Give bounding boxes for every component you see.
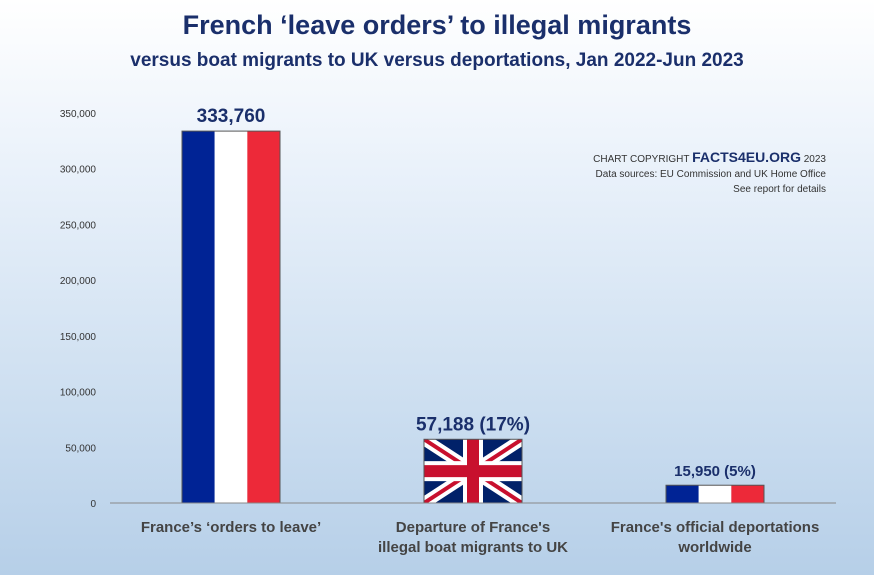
data-label-2: 57,188 (17%) xyxy=(416,414,530,435)
category-label-3: France's official deportations xyxy=(611,519,820,536)
data-label-1: 333,760 xyxy=(197,106,266,127)
bar-2 xyxy=(423,438,523,504)
y-tick-label: 50,000 xyxy=(65,443,96,454)
data-label-3: 15,950 (5%) xyxy=(674,463,756,480)
copyright-brand: FACTS4EU.ORG xyxy=(692,149,801,165)
y-tick-label: 100,000 xyxy=(60,388,97,399)
bar-1 xyxy=(181,130,281,504)
y-tick-label: 150,000 xyxy=(60,332,97,343)
y-tick-label: 350,000 xyxy=(60,109,97,120)
y-tick-label: 250,000 xyxy=(60,220,97,231)
bars-group xyxy=(181,130,765,504)
y-tick-label: 300,000 xyxy=(60,165,97,176)
report-note: See report for details xyxy=(733,184,826,195)
y-axis: 0 50,000 100,000 150,000 200,000 250,000 300,0… xyxy=(60,109,97,510)
category-label-3: worldwide xyxy=(677,539,751,556)
bar-3 xyxy=(665,484,765,504)
data-sources: Data sources: EU Commission and UK Home … xyxy=(595,169,826,180)
copyright-line: CHART COPYRIGHT FACTS4EU.ORG 2023 xyxy=(593,150,826,167)
category-label-2: illegal boat migrants to UK xyxy=(378,539,568,556)
category-label-1: France’s ‘orders to leave’ xyxy=(141,519,321,536)
copyright-prefix: CHART COPYRIGHT xyxy=(593,154,690,165)
chart-subtitle: versus boat migrants to UK versus deport… xyxy=(130,50,744,71)
copyright-year: 2023 xyxy=(803,154,826,165)
y-tick-label: 200,000 xyxy=(60,276,97,287)
chart-title: French ‘leave orders’ to illegal migrant… xyxy=(182,10,692,40)
copyright-block: CHART COPYRIGHT FACTS4EU.ORG 2023 Data s… xyxy=(593,150,826,197)
y-tick-label: 0 xyxy=(90,499,96,510)
category-label-2: Departure of France's xyxy=(396,519,550,536)
labels-group: 333,760 France’s ‘orders to leave’ 57,188 … xyxy=(141,106,819,556)
